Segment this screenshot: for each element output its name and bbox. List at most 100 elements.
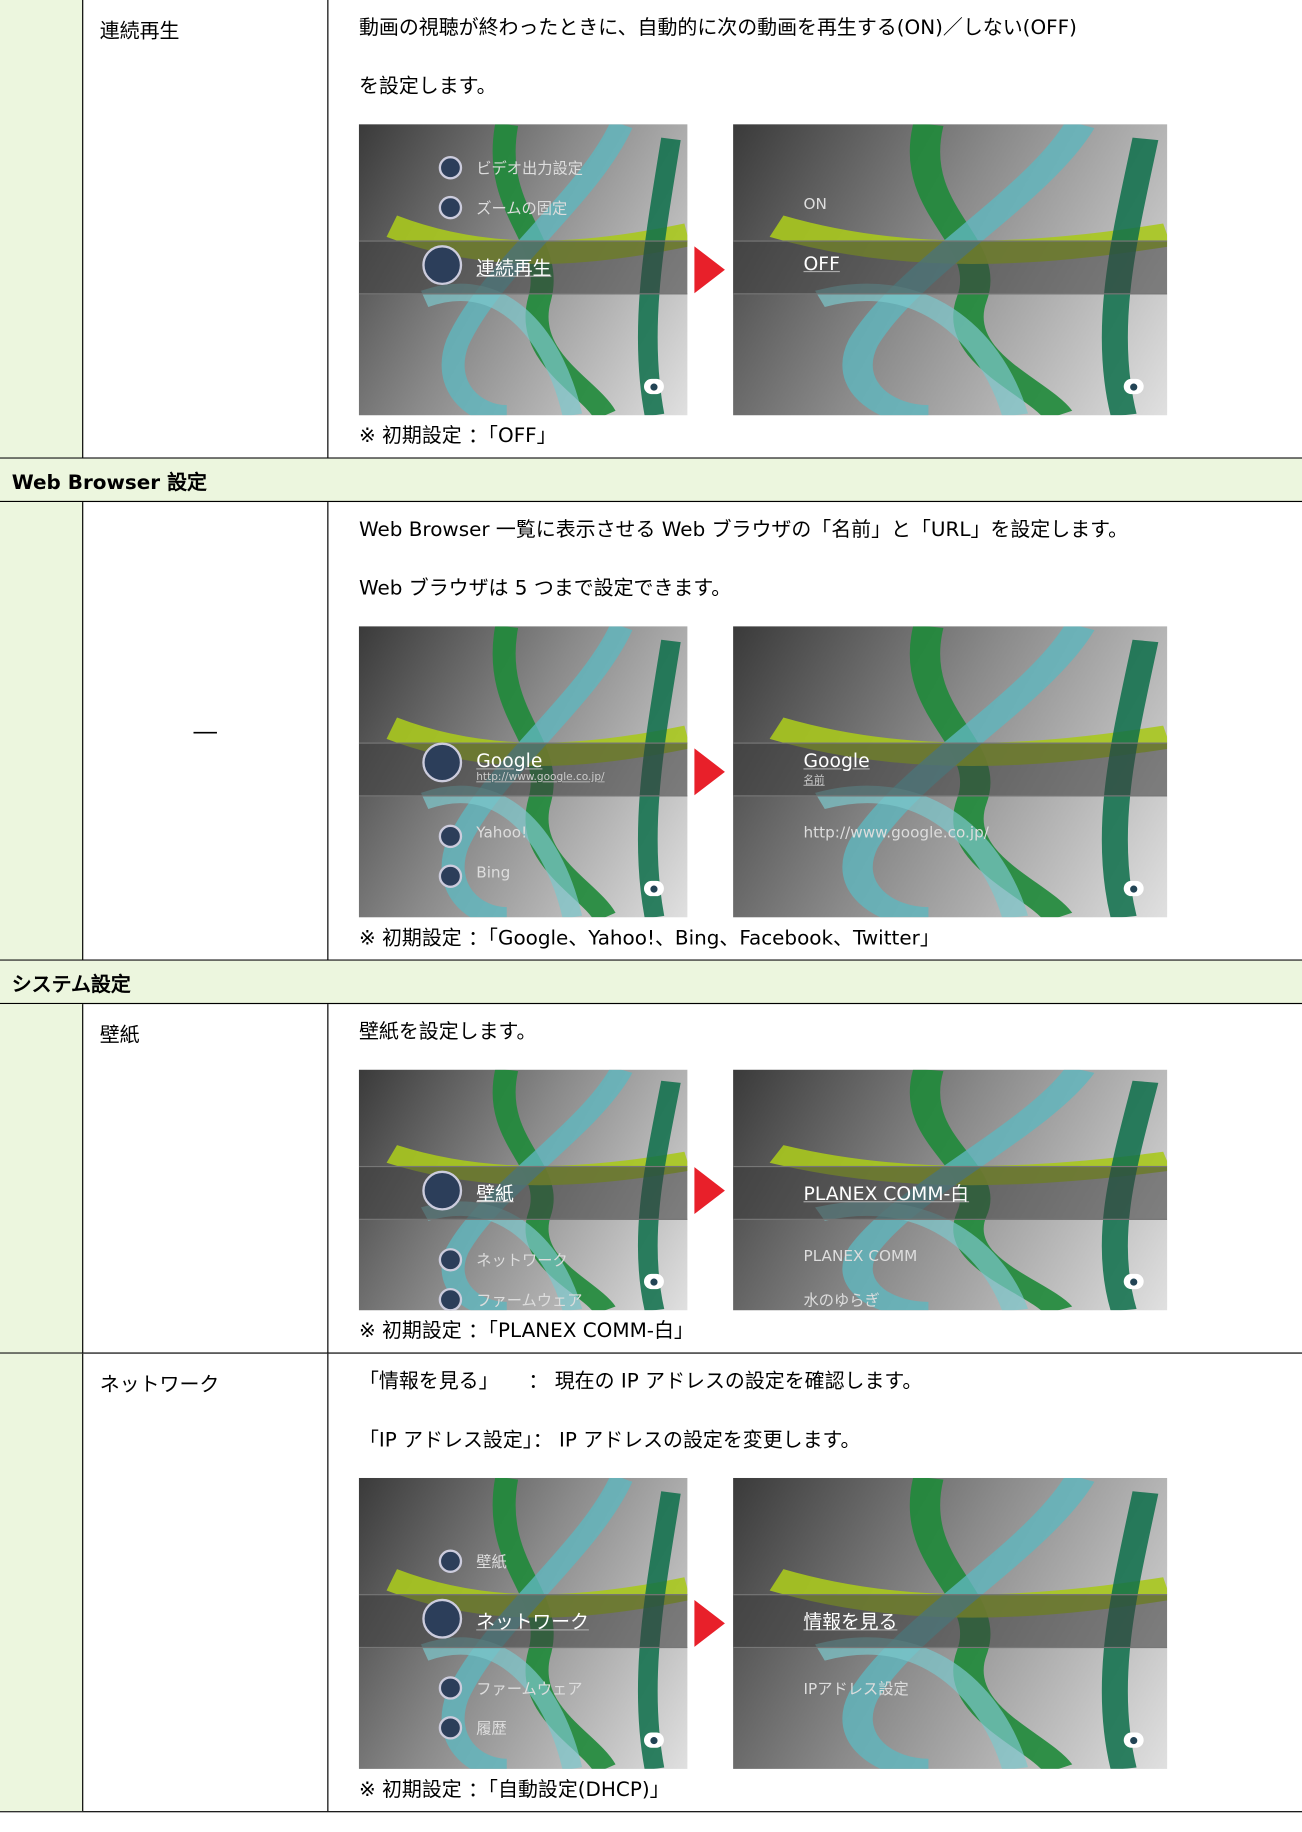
menu-icon [438, 1549, 463, 1574]
section-header: システム設定 [0, 960, 1302, 1005]
description-cell: 動画の視聴が終わったときに、自動的に次の動画を再生する(ON)／しない(OFF)… [328, 0, 1302, 457]
menu-icon [438, 156, 463, 180]
highlight-band [733, 240, 1168, 295]
menu-item-text: Bing [476, 864, 511, 883]
menu-item-sub: http://www.google.co.jp/ [476, 772, 605, 784]
planex-logo: ● [1123, 880, 1144, 897]
menu-item-text: PLANEX COMM-白 [803, 1182, 970, 1205]
description-cell: 壁紙を設定します。 壁紙ネットワーク ファームウェア ● PLANEX COMM-白… [328, 1004, 1302, 1352]
menu-item-text: 履歴 [476, 1721, 507, 1739]
menu-item-text: 壁紙 [476, 1182, 514, 1205]
note: ※ 初期設定 ：「Google、Yahoo!、Bing、Facebook、Twi… [358, 926, 940, 951]
planex-logo: ● [643, 1273, 664, 1290]
menu-icon [438, 824, 463, 849]
menu-item: ズームの固定 [476, 196, 568, 219]
description-line: 壁紙を設定します。 [358, 1020, 537, 1044]
menu-item: 連続再生 [476, 252, 551, 280]
planex-logo: ● [643, 880, 664, 897]
menu-item: ネットワーク [476, 1606, 589, 1634]
screenshot: ON OFF ● [733, 124, 1168, 416]
planex-logo: ● [1123, 1273, 1144, 1290]
arrow [694, 1166, 725, 1214]
menu-item-text: ファームウェア [476, 1292, 583, 1311]
menu-item-text: ズームの固定 [476, 200, 568, 219]
description-cell: Web Browser 一覧に表示させる Web ブラウザの「名前」と「URL」… [328, 502, 1302, 959]
setting-name: ― [83, 502, 329, 960]
description-line: 「IP アドレス設定」： IP アドレスの設定を変更します。 [358, 1428, 861, 1453]
menu-item-text: IPアドレス設定 [803, 1681, 909, 1699]
menu-icon [422, 1170, 463, 1211]
menu-item-text: ファームウェア [476, 1681, 583, 1699]
note: ※ 初期設定 ：「自動設定(DHCP)」 [358, 1778, 670, 1802]
menu-item: Yahoo! [476, 825, 527, 843]
menu-item-text: Yahoo! [476, 824, 528, 843]
description-line: を設定します。 [358, 75, 497, 99]
menu-item-text: http://www.google.co.jp/ [803, 824, 989, 843]
menu-item: ファームウェア [476, 1288, 583, 1311]
description-line: 動画の視聴が終わったときに、自動的に次の動画を再生する(ON)／しない(OFF) [358, 16, 1077, 40]
menu-item-text: OFF [803, 252, 840, 275]
indent-cell [0, 502, 84, 960]
description-line: Web ブラウザは 5 つまで設定できます。 [358, 577, 732, 601]
planex-logo: ● [1123, 1732, 1144, 1748]
setting-name: 壁紙 [83, 1004, 329, 1353]
screenshots: Google http://www.google.co.jp/Yahoo! Bing… [328, 626, 1302, 918]
menu-item-text: 連続再生 [476, 257, 552, 280]
menu-item: OFF [804, 252, 840, 274]
screenshot: 壁紙ネットワーク ファームウェア ● [358, 1069, 688, 1311]
menu-item: Bing [476, 865, 510, 883]
screenshot: ビデオ出力設定ズームの固定連続再生 ● [358, 124, 688, 416]
menu-item: 水のゆらぎ [803, 1288, 880, 1311]
planex-logo: ● [1123, 378, 1144, 395]
setting-row: ネットワーク 「情報を見る」 ： 現在の IP アドレスの設定を確認します。 「IP… [0, 1353, 1302, 1813]
menu-item: PLANEX COMM [804, 1248, 918, 1266]
menu-item-text: ネットワーク [476, 1610, 589, 1634]
highlight-band [733, 1165, 1168, 1220]
menu-item: ON [804, 196, 827, 214]
arrow [694, 748, 725, 796]
indent-cell [0, 1004, 84, 1353]
menu-icon [438, 1287, 463, 1311]
menu-item: ネットワーク [476, 1248, 568, 1271]
setting-name: ネットワーク [83, 1353, 329, 1812]
menu-item: 壁紙 [476, 1178, 514, 1206]
menu-item-text: 情報を見る [803, 1610, 898, 1634]
menu-icon [438, 1248, 463, 1272]
screenshots: ビデオ出力設定ズームの固定連続再生 ● ON OFF ● [328, 124, 1302, 416]
menu-item-text: 水のゆらぎ [803, 1292, 880, 1311]
menu-icon [422, 245, 463, 286]
menu-item: 情報を見る [804, 1606, 898, 1634]
menu-item-text: Google [803, 749, 870, 773]
note: ※ 初期設定 ：「PLANEX COMM-白」 [358, 1319, 694, 1344]
menu-item: Google http://www.google.co.jp/ [476, 750, 604, 784]
menu-item: 履歴 [476, 1716, 507, 1739]
menu-icon [438, 1676, 463, 1700]
description-line: 「情報を見る」 ： 現在の IP アドレスの設定を確認します。 [358, 1370, 923, 1394]
menu-item-text: ネットワーク [476, 1252, 568, 1271]
indent-cell [0, 1353, 84, 1812]
description-cell: 「情報を見る」 ： 現在の IP アドレスの設定を確認します。 「IP アドレス設… [328, 1354, 1302, 1811]
highlight-band [358, 1594, 688, 1649]
indent-cell [0, 0, 84, 458]
screenshot: Google 名前 http://www.google.co.jp/ ● [733, 626, 1168, 918]
menu-item: 壁紙 [476, 1550, 507, 1572]
menu-item-sub: 名前 [803, 775, 825, 788]
menu-icon [438, 196, 463, 220]
arrow [694, 1599, 725, 1647]
arrow [694, 246, 725, 294]
highlight-band [358, 240, 688, 295]
menu-item: Google 名前 [804, 750, 870, 788]
description-line: Web Browser 一覧に表示させる Web ブラウザの「名前」と「URL」… [358, 518, 1129, 542]
setting-row: 壁紙 壁紙を設定します。 壁紙ネットワーク ファームウェア ● PLANEX COMM… [0, 1004, 1302, 1354]
menu-item: PLANEX COMM-白 [804, 1178, 970, 1206]
screenshots: 壁紙 ネットワーク ファームウェア ● PLANEX COMM-白 PLANEX COM… [328, 1069, 1302, 1311]
screenshot: PLANEX COMM-白 PLANEX COMM 水のゆらぎ ● [733, 1069, 1168, 1311]
menu-item: http://www.google.co.jp/ [804, 825, 989, 843]
menu-item: ビデオ出力設定 [476, 156, 583, 179]
planex-logo: ● [643, 378, 664, 395]
menu-icon [438, 1716, 463, 1740]
menu-icon [438, 864, 463, 889]
menu-item: ファームウェア [476, 1676, 583, 1699]
screenshots: 壁紙 ネットワーク ファームウェア 履歴 ● 情報を見る IPアドレス設定 ● [328, 1477, 1302, 1769]
